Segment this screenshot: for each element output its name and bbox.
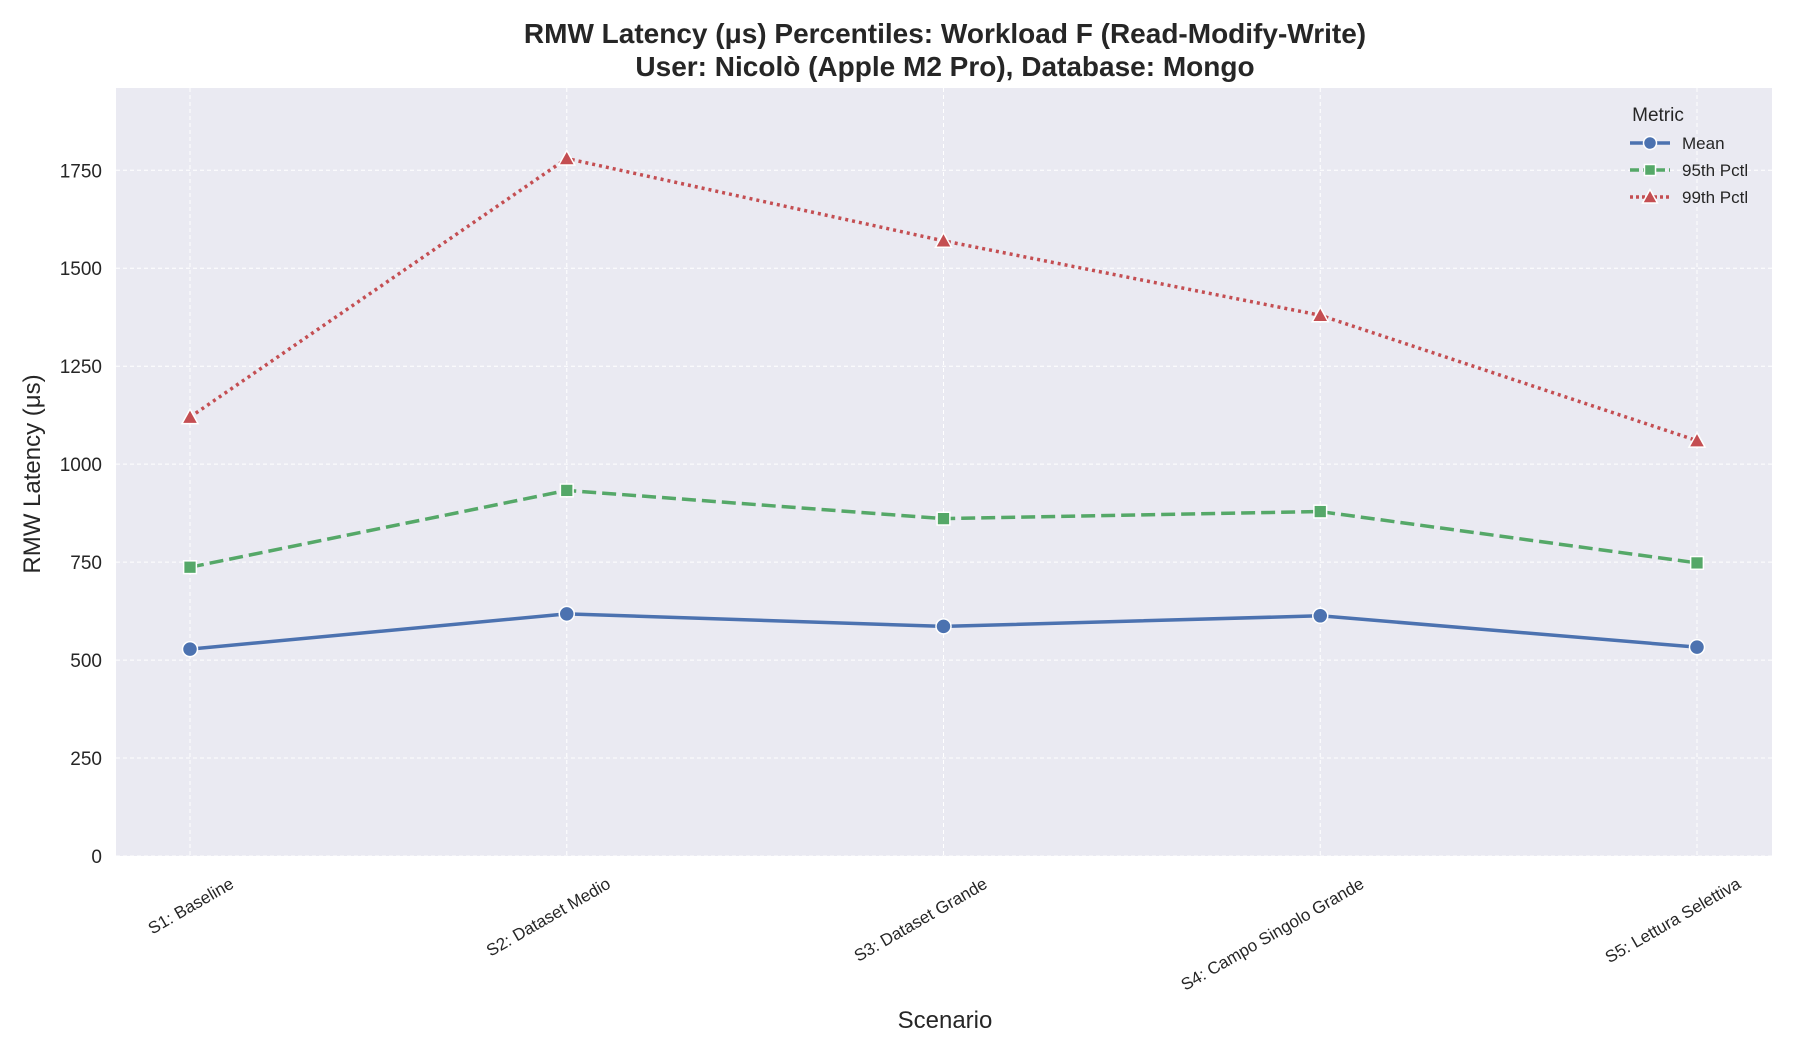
y-tick-label: 1500	[60, 259, 102, 280]
data-point	[182, 560, 198, 575]
data-point	[1687, 431, 1707, 448]
data-point	[934, 231, 953, 249]
x-tick-label: S4: Campo Singolo Grande	[1178, 874, 1368, 994]
y-tick-label: 1250	[60, 357, 102, 378]
x-tick-label: S3: Dataset Grande	[851, 874, 991, 966]
legend-label: Mean	[1682, 134, 1725, 153]
data-point	[936, 511, 951, 526]
data-point	[1313, 504, 1328, 519]
data-point	[559, 483, 574, 498]
data-point	[181, 640, 199, 658]
data-point	[1312, 607, 1329, 625]
x-tick-label: S5: Lettura Selettiva	[1602, 874, 1745, 967]
chart-title-line1: RMW Latency (μs) Percentiles: Workload F…	[524, 18, 1366, 49]
legend-marker-1	[1642, 135, 1658, 151]
y-tick-label: 0	[91, 847, 102, 868]
y-tick-label: 1750	[60, 161, 102, 182]
legend-marker-2	[1643, 163, 1657, 177]
legend-label: 99th Pctl	[1682, 188, 1748, 207]
chart-title-line2: User: Nicolò (Apple M2 Pro), Database: M…	[635, 51, 1254, 82]
legend-marker-3	[1641, 187, 1659, 204]
data-point	[935, 618, 952, 635]
x-tick-label: S2: Dataset Medio	[483, 874, 614, 960]
data-point	[180, 407, 200, 425]
data-point	[1689, 555, 1705, 571]
x-tick-label: S1: Baseline	[145, 874, 237, 938]
legend: Metric Mean 95th Pctl 99th Pctl	[1630, 105, 1748, 207]
y-axis-label: RMW Latency (μs)	[19, 374, 46, 573]
data-point	[1688, 638, 1706, 656]
data-point	[558, 605, 575, 623]
legend-label: 95th Pctl	[1682, 161, 1748, 180]
y-tick-label: 250	[70, 749, 102, 770]
y-tick-label: 500	[70, 651, 102, 672]
data-point	[1310, 305, 1330, 323]
x-axis-label: Scenario	[898, 1007, 993, 1034]
data-point	[557, 148, 577, 166]
y-tick-label: 1000	[60, 455, 102, 476]
legend-title: Metric	[1632, 105, 1684, 126]
plot-area: 0 250 500 750 1000 1250 1500 1750 S1: Baseline S2…	[60, 88, 1772, 994]
y-tick-label: 750	[70, 553, 102, 574]
